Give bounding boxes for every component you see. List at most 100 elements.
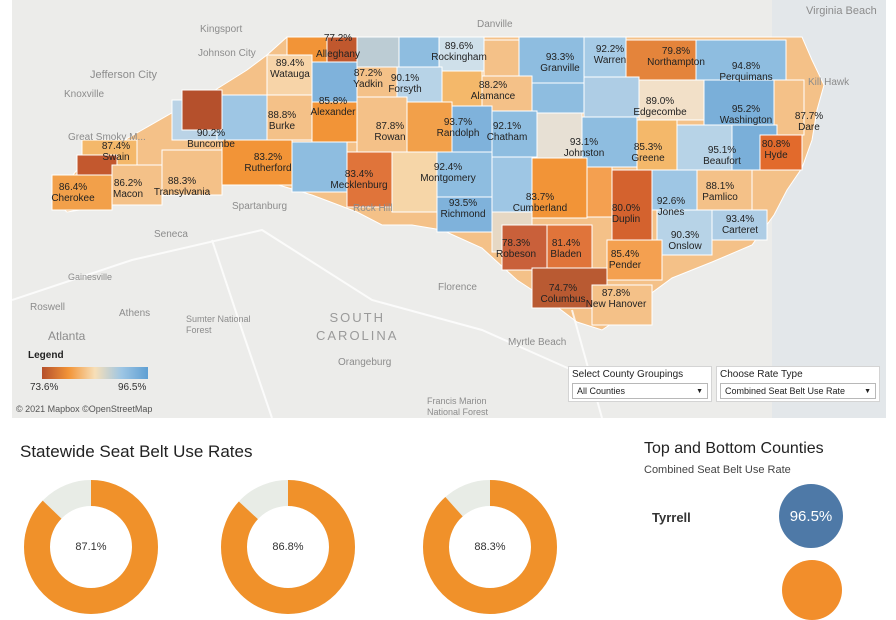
- map-attribution[interactable]: © 2021 Mapbox ©OpenStreetMap: [16, 404, 153, 414]
- county-label[interactable]: 90.1% Forsyth: [388, 73, 422, 95]
- county-label[interactable]: 88.3% Transylvania: [153, 176, 211, 198]
- county-label[interactable]: 87.8% Rowan: [374, 121, 406, 143]
- county-shape[interactable]: [396, 66, 443, 103]
- county-label[interactable]: 92.1% Chatham: [486, 121, 528, 143]
- county-shape[interactable]: [586, 166, 613, 218]
- donut-value: 87.1%: [75, 541, 107, 553]
- county-label[interactable]: 92.2% Warren: [593, 44, 627, 66]
- county-grouping-dropdown[interactable]: All Counties ▼: [572, 383, 708, 399]
- county-label[interactable]: 87.7% Dare: [794, 111, 824, 133]
- county-label[interactable]: 88.1% Pamlico: [702, 181, 738, 203]
- county-shape[interactable]: [436, 196, 493, 233]
- county-label[interactable]: 93.5% Richmond: [440, 198, 486, 220]
- county-shape[interactable]: [311, 101, 358, 143]
- county-shape[interactable]: [583, 76, 640, 118]
- map-place-label: Spartanburg: [232, 201, 288, 212]
- county-label[interactable]: 80.0% Duplin: [611, 203, 641, 225]
- county-shape[interactable]: [636, 119, 678, 171]
- top-county-bubble[interactable]: 96.5%: [779, 484, 843, 548]
- county-shape[interactable]: [625, 39, 697, 81]
- county-shape[interactable]: [611, 169, 653, 241]
- county-label[interactable]: 95.1% Beaufort: [703, 145, 741, 167]
- county-shape[interactable]: [676, 124, 733, 171]
- county-shape[interactable]: [695, 39, 787, 81]
- county-label[interactable]: 89.4% Watauga: [270, 58, 310, 80]
- county-label[interactable]: 78.3% Robeson: [495, 238, 537, 260]
- county-label[interactable]: 90.2% Buncombe: [187, 128, 235, 150]
- county-label[interactable]: 88.2% Alamance: [470, 80, 516, 102]
- county-shape[interactable]: [181, 89, 223, 131]
- county-shape[interactable]: [656, 209, 713, 256]
- county-label[interactable]: Alleghany: [316, 49, 360, 60]
- county-label[interactable]: 93.4% Carteret: [721, 214, 759, 236]
- county-map[interactable]: Danville Virginia Beach Kingsport Johnso…: [12, 0, 886, 418]
- county-shape[interactable]: [546, 224, 593, 271]
- county-shape[interactable]: [491, 110, 538, 158]
- statewide-donut[interactable]: 87.1%: [24, 480, 158, 614]
- county-shape[interactable]: [531, 82, 585, 114]
- county-shape[interactable]: [356, 36, 400, 68]
- county-label[interactable]: 92.4% Montgomery: [420, 162, 476, 184]
- county-shape[interactable]: [536, 112, 583, 159]
- county-label[interactable]: 92.6% Jones: [656, 196, 686, 218]
- county-shape[interactable]: [451, 105, 493, 153]
- county-shape[interactable]: [51, 174, 113, 211]
- legend-color-ramp: [42, 367, 148, 379]
- statewide-donut[interactable]: 88.3%: [423, 480, 557, 614]
- county-shape[interactable]: [356, 96, 408, 153]
- county-label[interactable]: 85.4% Pender: [608, 249, 642, 271]
- map-place-label: Danville: [477, 19, 513, 30]
- county-label[interactable]: 83.2% Rutherford: [244, 152, 292, 174]
- map-place-label: Kingsport: [200, 24, 243, 35]
- county-shape[interactable]: [711, 209, 768, 241]
- county-label[interactable]: 85.3% Greene: [631, 142, 665, 164]
- county-shape[interactable]: [606, 239, 663, 281]
- county-label[interactable]: 87.8% New Hanover: [585, 288, 647, 310]
- county-label[interactable]: 93.1% Johnston: [563, 137, 605, 159]
- county-label[interactable]: 74.7% Columbus: [540, 283, 586, 305]
- county-label[interactable]: 85.8% Alexander: [310, 96, 356, 118]
- county-label[interactable]: 93.7% Randolph: [436, 117, 480, 139]
- rate-type-label: Choose Rate Type: [720, 369, 803, 380]
- county-shape[interactable]: [759, 134, 803, 171]
- map-place-label: Johnson City: [198, 48, 256, 59]
- county-label[interactable]: 79.8% Northampton: [647, 46, 705, 68]
- county-label[interactable]: 83.7% Cumberland: [512, 192, 568, 214]
- county-shape[interactable]: [356, 66, 398, 98]
- statewide-donut[interactable]: 86.8%: [221, 480, 355, 614]
- county-label[interactable]: 87.4% Swain: [101, 141, 131, 163]
- county-label[interactable]: 94.8% Perquimans: [719, 61, 773, 83]
- county-shape[interactable]: [651, 169, 698, 211]
- county-shape[interactable]: [696, 169, 753, 211]
- bottom-county-bubble[interactable]: [782, 560, 842, 620]
- county-shape[interactable]: [591, 284, 653, 326]
- county-label[interactable]: 95.2% Washington: [719, 104, 773, 126]
- county-shape[interactable]: [216, 94, 268, 141]
- rate-type-dropdown[interactable]: Combined Seat Belt Use Rate ▼: [720, 383, 876, 399]
- top-county-name: Tyrrell: [652, 510, 691, 525]
- county-label[interactable]: 89.6% Rockingham: [431, 41, 487, 63]
- map-legend: Legend 73.6% 96.5%: [28, 350, 168, 394]
- county-label[interactable]: 87.2% Yadkin: [353, 68, 383, 90]
- county-label[interactable]: 90.3% Onslow: [668, 230, 702, 252]
- map-place-label: Sumter National Forest: [186, 314, 251, 335]
- county-label[interactable]: 89.0% Edgecombe: [633, 96, 687, 118]
- county-label[interactable]: 80.8% Hyde: [761, 139, 791, 161]
- county-shape[interactable]: [501, 224, 548, 271]
- county-shape[interactable]: [483, 39, 520, 77]
- county-shape[interactable]: [583, 36, 627, 78]
- county-shape[interactable]: [311, 61, 358, 103]
- county-label[interactable]: 93.3% Granville: [540, 52, 580, 74]
- county-label[interactable]: 77.2%: [323, 33, 353, 44]
- county-grouping-label: Select County Groupings: [572, 369, 684, 380]
- map-place-label: Atlanta: [48, 329, 86, 343]
- county-shape[interactable]: [406, 101, 453, 153]
- county-label[interactable]: 83.4% Mecklenburg: [330, 169, 388, 191]
- map-place-label: Jefferson City: [90, 69, 158, 81]
- county-label[interactable]: 88.8% Burke: [267, 110, 297, 132]
- county-label[interactable]: 81.4% Bladen: [550, 238, 582, 260]
- county-shape[interactable]: [581, 116, 638, 168]
- map-place-label: Great Smoky M...: [68, 132, 146, 143]
- county-label[interactable]: 86.2% Macon: [112, 178, 144, 200]
- county-label[interactable]: 86.4% Cherokee: [51, 182, 95, 204]
